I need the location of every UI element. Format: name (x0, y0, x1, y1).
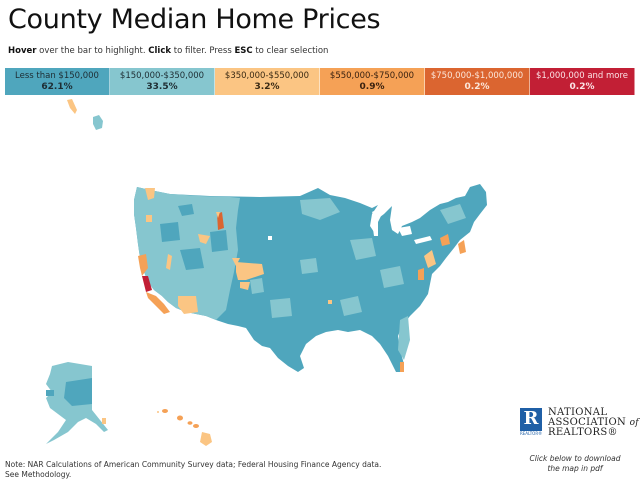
footnote: Note: NAR Calculations of American Commu… (5, 460, 381, 480)
nar-logo[interactable]: R REALTOR® NATIONAL ASSOCIATION of REALT… (520, 408, 639, 438)
logo-letter: R (523, 408, 539, 429)
legend-label: $1,000,000 and more (535, 70, 629, 81)
legend-percent: 0.9% (359, 81, 385, 92)
legend-percent: 3.2% (254, 81, 280, 92)
instruction-hover: Hover (8, 46, 37, 56)
instruction-click: Click (148, 46, 172, 56)
instruction-text: to clear selection (252, 46, 329, 56)
legend-bar-550k-750k[interactable]: $550,000-$750,000 0.9% (320, 68, 425, 95)
download-pdf-hint: Click below to download the map in pdf (520, 454, 630, 474)
legend-bar-under-150k[interactable]: Less than $150,000 62.1% (5, 68, 110, 95)
logo-caption: REALTOR® (520, 431, 543, 436)
legend-label: $750,000-$1,000,000 (430, 70, 524, 81)
page-title: County Median Home Prices (8, 4, 381, 35)
alaska[interactable] (46, 362, 108, 444)
download-hint-line: Click below to download (529, 454, 621, 463)
logo-line: ASSOCIATION (548, 417, 627, 428)
legend-percent: 0.2% (464, 81, 490, 92)
logo-of: of (629, 418, 639, 428)
legend-label: $150,000-$350,000 (119, 70, 205, 81)
hawaii[interactable] (157, 409, 212, 446)
instruction-esc: ESC (234, 46, 253, 56)
legend-bar-150k-350k[interactable]: $150,000-$350,000 33.5% (110, 68, 215, 95)
legend-percent: 0.2% (569, 81, 595, 92)
footnote-sources: Note: NAR Calculations of American Commu… (5, 460, 382, 469)
instruction-text: over the bar to highlight. (36, 46, 149, 56)
legend-bar-over-1m[interactable]: $1,000,000 and more 0.2% (530, 68, 635, 95)
legend-bar-350k-550k[interactable]: $350,000-$550,000 3.2% (215, 68, 320, 95)
logo-wordmark: NATIONAL ASSOCIATION of REALTORS® (548, 408, 639, 438)
legend-label: Less than $150,000 (15, 70, 99, 81)
county-choropleth-map[interactable] (0, 98, 640, 448)
methodology-link[interactable]: See Methodology. (5, 470, 72, 479)
logo-line: NATIONAL (548, 407, 608, 418)
legend-label: $550,000-$750,000 (329, 70, 415, 81)
contiguous-us[interactable] (134, 184, 487, 372)
legend-bar-750k-1m[interactable]: $750,000-$1,000,000 0.2% (425, 68, 530, 95)
logo-line: REALTORS® (548, 427, 618, 438)
realtor-r-icon: R REALTOR® (520, 408, 542, 436)
legend-percent: 33.5% (146, 81, 178, 92)
legend-percent: 62.1% (41, 81, 73, 92)
download-hint-line: the map in pdf (547, 464, 603, 473)
instructions: Hover over the bar to highlight. Click t… (8, 46, 328, 56)
instruction-text: to filter. Press (171, 46, 235, 56)
guam-island[interactable] (93, 115, 103, 130)
price-range-legend: Less than $150,000 62.1% $150,000-$350,0… (5, 68, 635, 95)
northern-marianas-islands[interactable] (67, 99, 77, 114)
legend-label: $350,000-$550,000 (224, 70, 310, 81)
